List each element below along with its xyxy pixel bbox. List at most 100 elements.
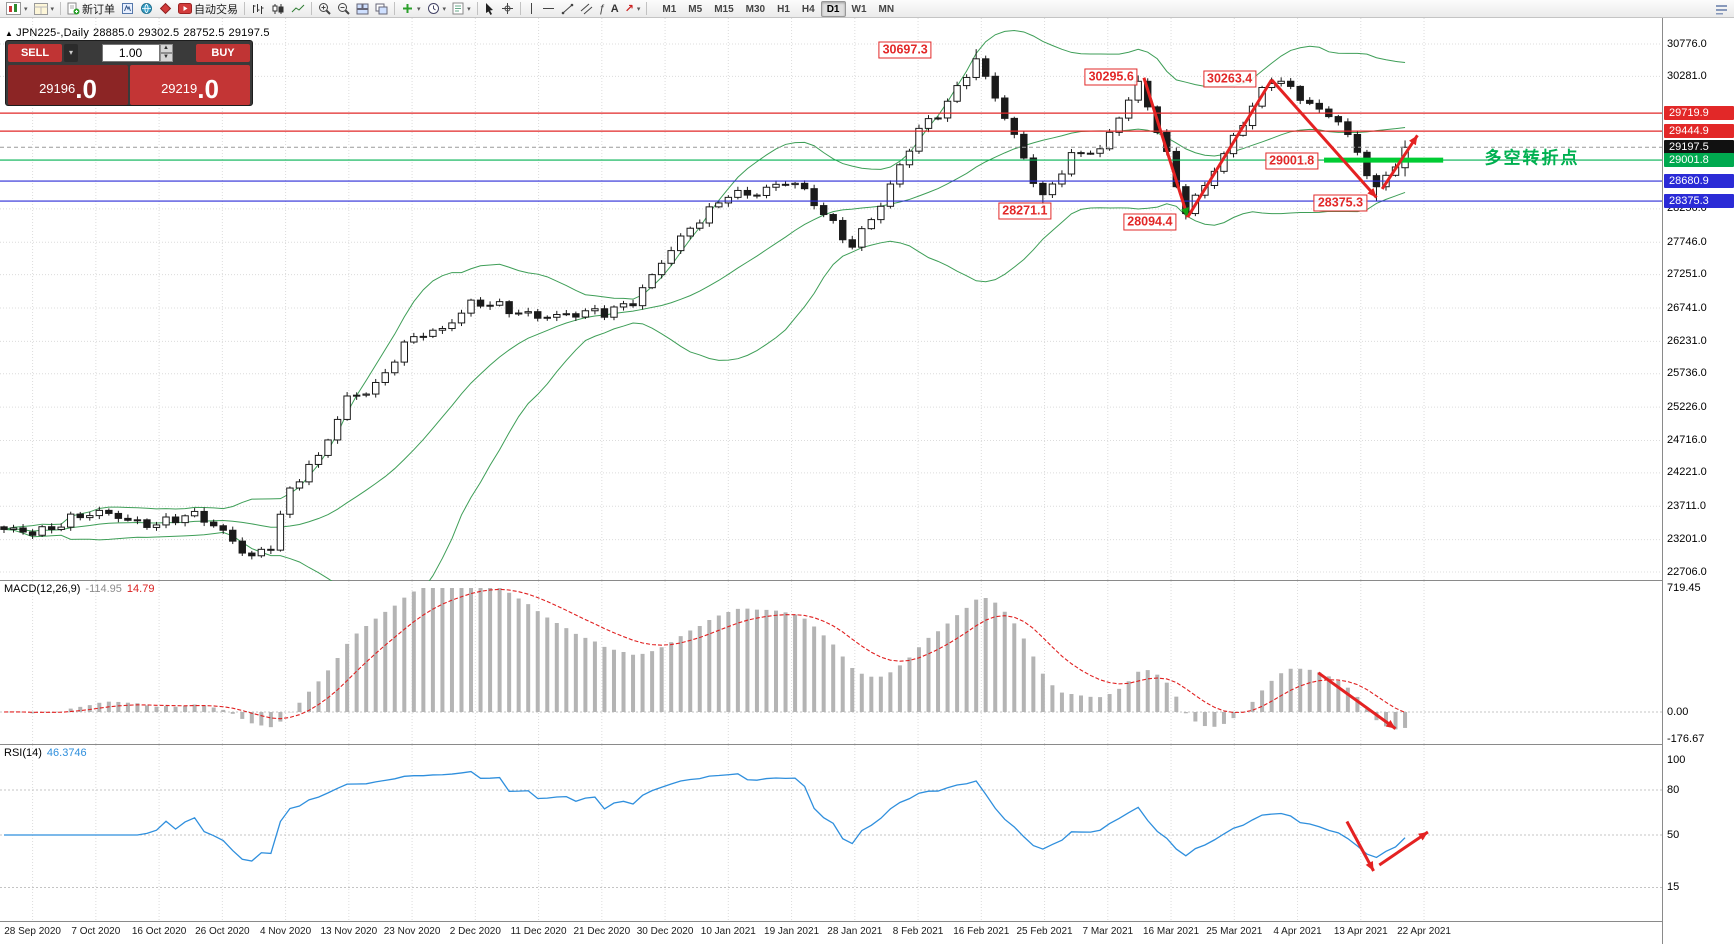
toolbar-separator — [519, 2, 521, 15]
metaeditor-icon — [122, 3, 134, 14]
text-button[interactable]: A — [608, 1, 622, 17]
turning-point-annotation[interactable]: 多空转折点 — [1484, 148, 1580, 168]
horizontal-line-button[interactable] — [539, 1, 558, 17]
volume-wrap: ▲ ▼ — [80, 44, 194, 62]
cascade-windows-button[interactable] — [372, 1, 391, 17]
date-label: 28 Jan 2021 — [827, 926, 883, 937]
rsi-value: 46.3746 — [46, 747, 87, 759]
timeframe-d1-button[interactable]: D1 — [820, 0, 846, 17]
date-label: 16 Mar 2021 — [1142, 926, 1200, 937]
date-label: 22 Apr 2021 — [1397, 926, 1451, 937]
timeframe-toolbar: M1 M5 M15 M30 H1 H4 D1 W1 MN — [656, 0, 900, 17]
axis-label: 23201.0 — [1667, 533, 1707, 546]
axis-label: 0.00 — [1667, 705, 1689, 718]
timeframe-m30-button[interactable]: M30 — [745, 3, 766, 15]
cursor-button[interactable] — [481, 1, 498, 17]
bar-chart-type-button[interactable] — [248, 1, 268, 17]
macd-label: MACD(12,26,9) -114.95 14.79 — [4, 583, 159, 595]
price-annotation-30263.4[interactable]: 30263.4 — [1203, 70, 1257, 88]
new-order-button[interactable]: 新订单 — [64, 1, 118, 17]
sell-options-dropdown[interactable]: ▾ — [64, 44, 78, 62]
timeframe-h1-button[interactable]: H1 — [777, 3, 790, 15]
axis-label: 23711.0 — [1667, 499, 1706, 512]
macd-canvas[interactable] — [0, 581, 1662, 745]
cascade-windows-icon — [375, 3, 388, 14]
indicators-button[interactable]: ▾ — [398, 1, 424, 17]
zoom-in-button[interactable] — [315, 1, 334, 17]
axis-label: 26231.0 — [1667, 334, 1707, 347]
rsi-canvas[interactable] — [0, 745, 1662, 922]
symbol-name: JPN225-,Daily — [16, 27, 90, 39]
template-icon — [452, 2, 464, 15]
price-annotation-28094.4[interactable]: 28094.4 — [1123, 213, 1177, 231]
volume-up-button[interactable]: ▲ — [159, 44, 173, 53]
vertical-line-button[interactable] — [524, 1, 539, 17]
new-chart-button[interactable]: ▾ — [3, 1, 31, 17]
rsi-pane[interactable]: RSI(14) 46.3746 — [0, 745, 1662, 922]
sell-price-display[interactable]: 29196.0 — [8, 65, 128, 105]
timeframe-m15-button[interactable]: M15 — [714, 3, 734, 15]
autotrading-button[interactable]: 自动交易 — [175, 1, 241, 17]
candlestick-type-button[interactable] — [268, 1, 288, 17]
new-order-icon — [67, 2, 80, 15]
macd-pane[interactable]: MACD(12,26,9) -114.95 14.79 — [0, 581, 1662, 745]
market-button[interactable] — [156, 1, 175, 17]
toolbar-customize-button[interactable] — [1712, 1, 1731, 17]
timeframe-m1-button[interactable]: M1 — [662, 3, 677, 15]
new-order-label: 新订单 — [82, 3, 116, 16]
crosshair-button[interactable] — [498, 1, 517, 17]
timeframe-w1-button[interactable]: W1 — [851, 3, 867, 15]
axis-label: 24716.0 — [1667, 433, 1707, 446]
price-annotation-28271.1[interactable]: 28271.1 — [998, 202, 1052, 220]
price-annotation-30295.6[interactable]: 30295.6 — [1084, 68, 1138, 86]
price-annotation-29001.8[interactable]: 29001.8 — [1265, 152, 1319, 170]
price-chart-canvas[interactable] — [0, 18, 1662, 581]
channel-button[interactable] — [577, 1, 596, 17]
fibonacci-button[interactable]: ƒ — [596, 1, 608, 17]
price-axis[interactable]: 30776.0 30281.0 28256.0 27746.0 27251.0 26741… — [1662, 18, 1734, 944]
axis-label: 25736.0 — [1667, 367, 1707, 380]
axis-label: 25226.0 — [1667, 400, 1707, 413]
ohlc-close: 29197.5 — [228, 27, 270, 39]
time-axis[interactable]: 28 Sep 2020 7 Oct 2020 16 Oct 2020 26 Oct 2… — [0, 922, 1662, 944]
buy-price-display[interactable]: 29219.0 — [130, 65, 250, 105]
price-chart-pane[interactable]: ▲ JPN225-,Daily 28885.0 29302.5 28752.5 29197… — [0, 18, 1662, 581]
date-label: 13 Nov 2020 — [320, 926, 378, 937]
macd-signal-value: 14.79 — [126, 583, 155, 595]
periods-button[interactable]: ▾ — [424, 1, 450, 17]
tile-windows-icon — [356, 3, 369, 14]
trendline-button[interactable] — [558, 1, 577, 17]
date-label: 2 Dec 2020 — [449, 926, 501, 937]
ohlc-open: 28885.0 — [93, 27, 135, 39]
mql5-community-button[interactable] — [137, 1, 156, 17]
axis-label: 24221.0 — [1667, 466, 1707, 479]
metaeditor-button[interactable] — [118, 1, 137, 17]
line-chart-type-button[interactable] — [288, 1, 308, 17]
autotrading-icon — [178, 3, 193, 14]
price-annotation-30697.3[interactable]: 30697.3 — [878, 41, 932, 59]
vertical-line-icon — [530, 3, 532, 14]
volume-down-button[interactable]: ▼ — [159, 53, 173, 62]
buy-button[interactable]: BUY — [196, 44, 250, 62]
toolbar-overflow-icon — [1716, 4, 1727, 14]
timeframe-m5-button[interactable]: M5 — [688, 3, 703, 15]
arrows-tool-button[interactable]: ↗ ▾ — [622, 1, 644, 17]
tile-windows-button[interactable] — [353, 1, 372, 17]
price-badge: 29444.9 — [1664, 124, 1734, 139]
sell-button[interactable]: SELL — [8, 44, 62, 62]
chevron-down-icon: ▾ — [50, 5, 55, 13]
timeframe-h4-button[interactable]: H4 — [801, 3, 815, 15]
date-label: 16 Feb 2021 — [953, 926, 1010, 937]
templates-button[interactable]: ▾ — [449, 1, 474, 17]
profiles-button[interactable]: ▾ — [31, 1, 58, 17]
timeframe-mn-button[interactable]: MN — [878, 3, 895, 15]
volume-input[interactable] — [101, 44, 160, 62]
date-label: 28 Sep 2020 — [4, 926, 61, 937]
zoom-out-button[interactable] — [334, 1, 353, 17]
price-annotation-28375.3[interactable]: 28375.3 — [1313, 194, 1368, 212]
fibonacci-icon: ƒ — [598, 2, 605, 15]
axis-label: 100 — [1667, 753, 1686, 766]
rsi-name: RSI(14) — [4, 747, 42, 759]
sell-price-big: .0 — [75, 74, 97, 104]
